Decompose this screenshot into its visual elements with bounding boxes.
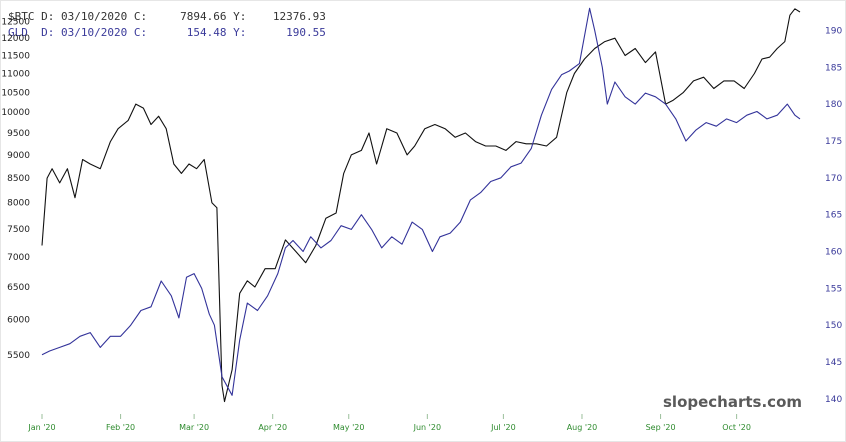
date-tick-label: May '20 bbox=[333, 423, 364, 432]
right-tick-label: 140 bbox=[825, 395, 842, 405]
right-tick-label: 150 bbox=[825, 321, 842, 331]
right-tick-label: 160 bbox=[825, 248, 842, 258]
right-tick-label: 175 bbox=[825, 137, 842, 147]
date-tick-label: Sep '20 bbox=[646, 423, 676, 432]
left-tick-label: 11500 bbox=[1, 51, 30, 61]
left-tick-label: 9500 bbox=[7, 129, 30, 139]
left-tick-label: 11000 bbox=[1, 69, 30, 79]
date-axis: Jan '20 Feb '20 Mar '20 Apr '20 May '20 Jun '… bbox=[27, 414, 751, 432]
left-tick-label: 6500 bbox=[7, 283, 30, 293]
right-tick-label: 180 bbox=[825, 100, 842, 110]
right-tick-label: 145 bbox=[825, 358, 842, 368]
left-tick-label: 12500 bbox=[1, 18, 30, 28]
watermark: slopecharts.com bbox=[663, 393, 802, 411]
gld-readout: GLD D: 03/10/2020 C: 154.48 Y: 190.55 bbox=[8, 26, 326, 39]
right-tick-label: 185 bbox=[825, 63, 842, 73]
right-tick-label: 170 bbox=[825, 174, 842, 184]
left-tick-label: 10500 bbox=[1, 88, 30, 98]
left-tick-label: 9000 bbox=[7, 151, 30, 161]
date-tick-label: Jan '20 bbox=[27, 423, 55, 432]
left-tick-label: 10000 bbox=[1, 108, 30, 118]
date-tick-label: Aug '20 bbox=[567, 423, 598, 432]
right-price-axis: 140 145 150 155 160 165 170 175 180 185 190 bbox=[825, 26, 842, 405]
left-tick-label: 6000 bbox=[7, 315, 30, 325]
date-tick-label: Jul '20 bbox=[490, 423, 516, 432]
gld-price-line bbox=[41, 7, 801, 396]
right-tick-label: 190 bbox=[825, 26, 842, 36]
date-tick-label: Mar '20 bbox=[179, 423, 209, 432]
left-tick-label: 12000 bbox=[1, 34, 30, 44]
right-tick-label: 165 bbox=[825, 211, 842, 221]
btc-readout: $BTC D: 03/10/2020 C: 7894.66 Y: 12376.9… bbox=[8, 10, 326, 23]
left-tick-label: 5500 bbox=[7, 351, 30, 361]
left-tick-label: 7000 bbox=[7, 253, 30, 263]
date-tick-label: Jun '20 bbox=[413, 423, 441, 432]
left-tick-label: 8500 bbox=[7, 174, 30, 184]
btc-price-line bbox=[41, 8, 801, 403]
right-tick-label: 155 bbox=[825, 284, 842, 294]
date-tick-label: Oct '20 bbox=[722, 423, 751, 432]
left-price-axis: 5500 6000 6500 7000 7500 8000 8500 9000 9500 1000… bbox=[1, 18, 30, 361]
date-tick-label: Feb '20 bbox=[106, 423, 135, 432]
left-tick-label: 8000 bbox=[7, 199, 30, 209]
left-tick-label: 7500 bbox=[7, 225, 30, 235]
date-tick-label: Apr '20 bbox=[258, 423, 287, 432]
series-layer bbox=[41, 7, 801, 403]
